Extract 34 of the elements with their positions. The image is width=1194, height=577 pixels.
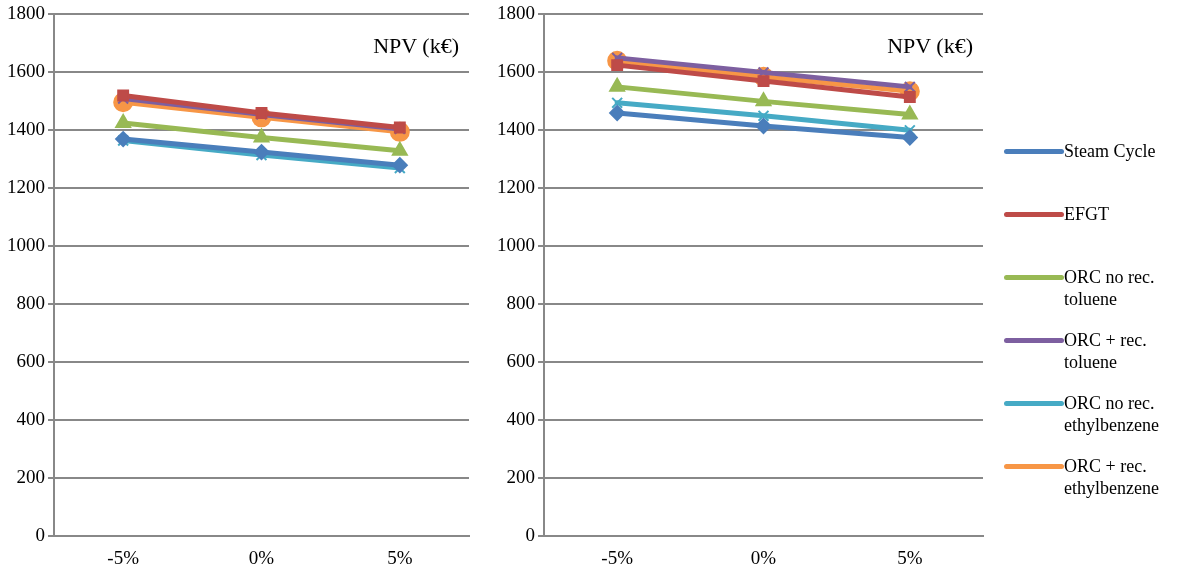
- y-tick-label: 600: [506, 350, 535, 372]
- y-tick-label: 1800: [497, 2, 535, 24]
- y-tick-label: 400: [506, 408, 535, 430]
- legend-label: ORC + rec. ethylbenzene: [1064, 455, 1160, 499]
- x-tick-label: -5%: [601, 546, 634, 568]
- x-tick-label: 5%: [387, 546, 413, 568]
- y-tick-label: 0: [35, 524, 45, 546]
- y-tick-label: 1000: [7, 234, 45, 256]
- y-tick-label: 1400: [497, 118, 535, 140]
- y-tick-label: 200: [16, 466, 45, 488]
- x-tick-label: -5%: [107, 546, 140, 568]
- y-tick-label: 1800: [7, 2, 45, 24]
- legend-label: ORC no rec. ethylbenzene: [1064, 392, 1160, 436]
- x-tick-label: 5%: [897, 546, 923, 568]
- legend-label: Steam Cycle: [1064, 140, 1156, 162]
- y-tick-label: 600: [16, 350, 45, 372]
- legend-label: EFGT: [1064, 203, 1109, 225]
- legend-label: ORC + rec. toluene: [1064, 329, 1148, 373]
- y-tick-label: 200: [506, 466, 535, 488]
- y-tick-label: 1600: [7, 60, 45, 82]
- y-tick-label: 1000: [497, 234, 535, 256]
- y-tick-label: 1200: [7, 176, 45, 198]
- y-tick-label: 1600: [497, 60, 535, 82]
- y-tick-label: 1400: [7, 118, 45, 140]
- y-tick-label: 400: [16, 408, 45, 430]
- annotation: NPV (k€): [887, 33, 973, 59]
- y-tick-label: 800: [506, 292, 535, 314]
- legend-label: ORC no rec. toluene: [1064, 266, 1156, 310]
- y-tick-label: 1200: [497, 176, 535, 198]
- y-tick-label: 800: [16, 292, 45, 314]
- y-tick-label: 0: [525, 524, 535, 546]
- x-tick-label: 0%: [750, 546, 777, 568]
- annotation: NPV (k€): [373, 33, 459, 59]
- x-tick-label: 0%: [248, 546, 275, 568]
